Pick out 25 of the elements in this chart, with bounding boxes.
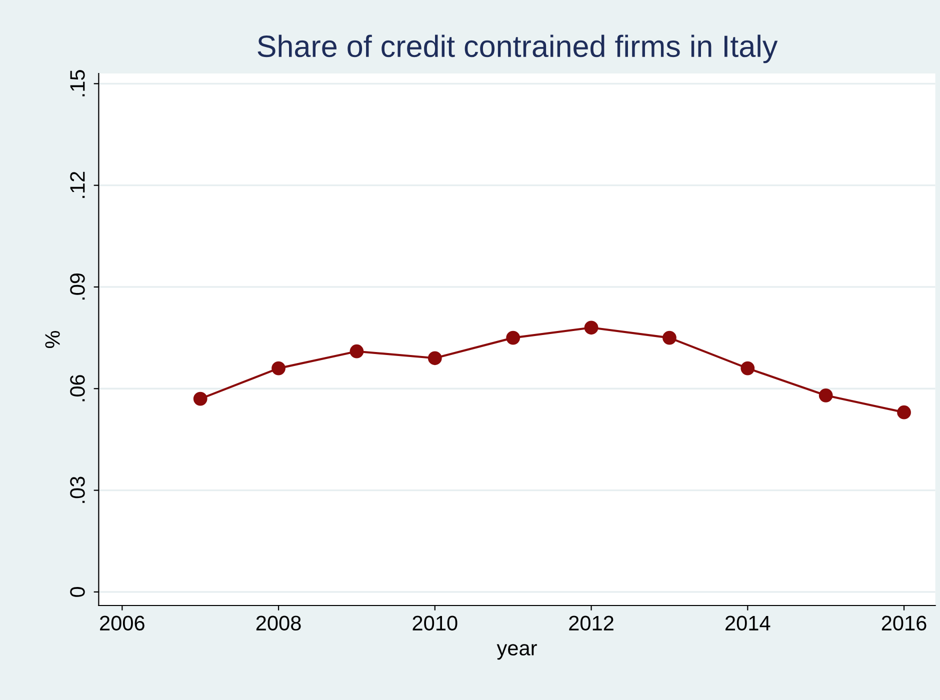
y-tick-label: .06 (70, 375, 85, 402)
y-axis-title: % (45, 330, 60, 348)
x-tick-label: 2012 (569, 616, 614, 631)
x-tick-label: 2010 (412, 616, 458, 631)
point (272, 361, 286, 376)
point (662, 330, 676, 345)
point (740, 361, 755, 376)
y-tick-label: 0 (70, 586, 85, 597)
point (897, 405, 911, 420)
point (506, 330, 520, 345)
chart-title: Share of credit contrained firms in Italy (258, 34, 778, 64)
x-axis-title: year (496, 644, 537, 660)
x-tick-label: 2016 (882, 616, 926, 631)
point (818, 388, 833, 402)
point (584, 320, 598, 335)
x-tick-label: 2006 (100, 616, 144, 631)
y-tick-label: .09 (70, 273, 85, 300)
y-tick-label: .03 (70, 476, 85, 503)
point (193, 392, 208, 406)
x-tick-label: 2014 (726, 616, 770, 631)
y-tick-label: .15 (70, 70, 85, 96)
point (428, 351, 442, 366)
point (350, 344, 364, 358)
x-tick-label: 2008 (256, 616, 301, 631)
y-tick-label: .12 (70, 172, 85, 198)
